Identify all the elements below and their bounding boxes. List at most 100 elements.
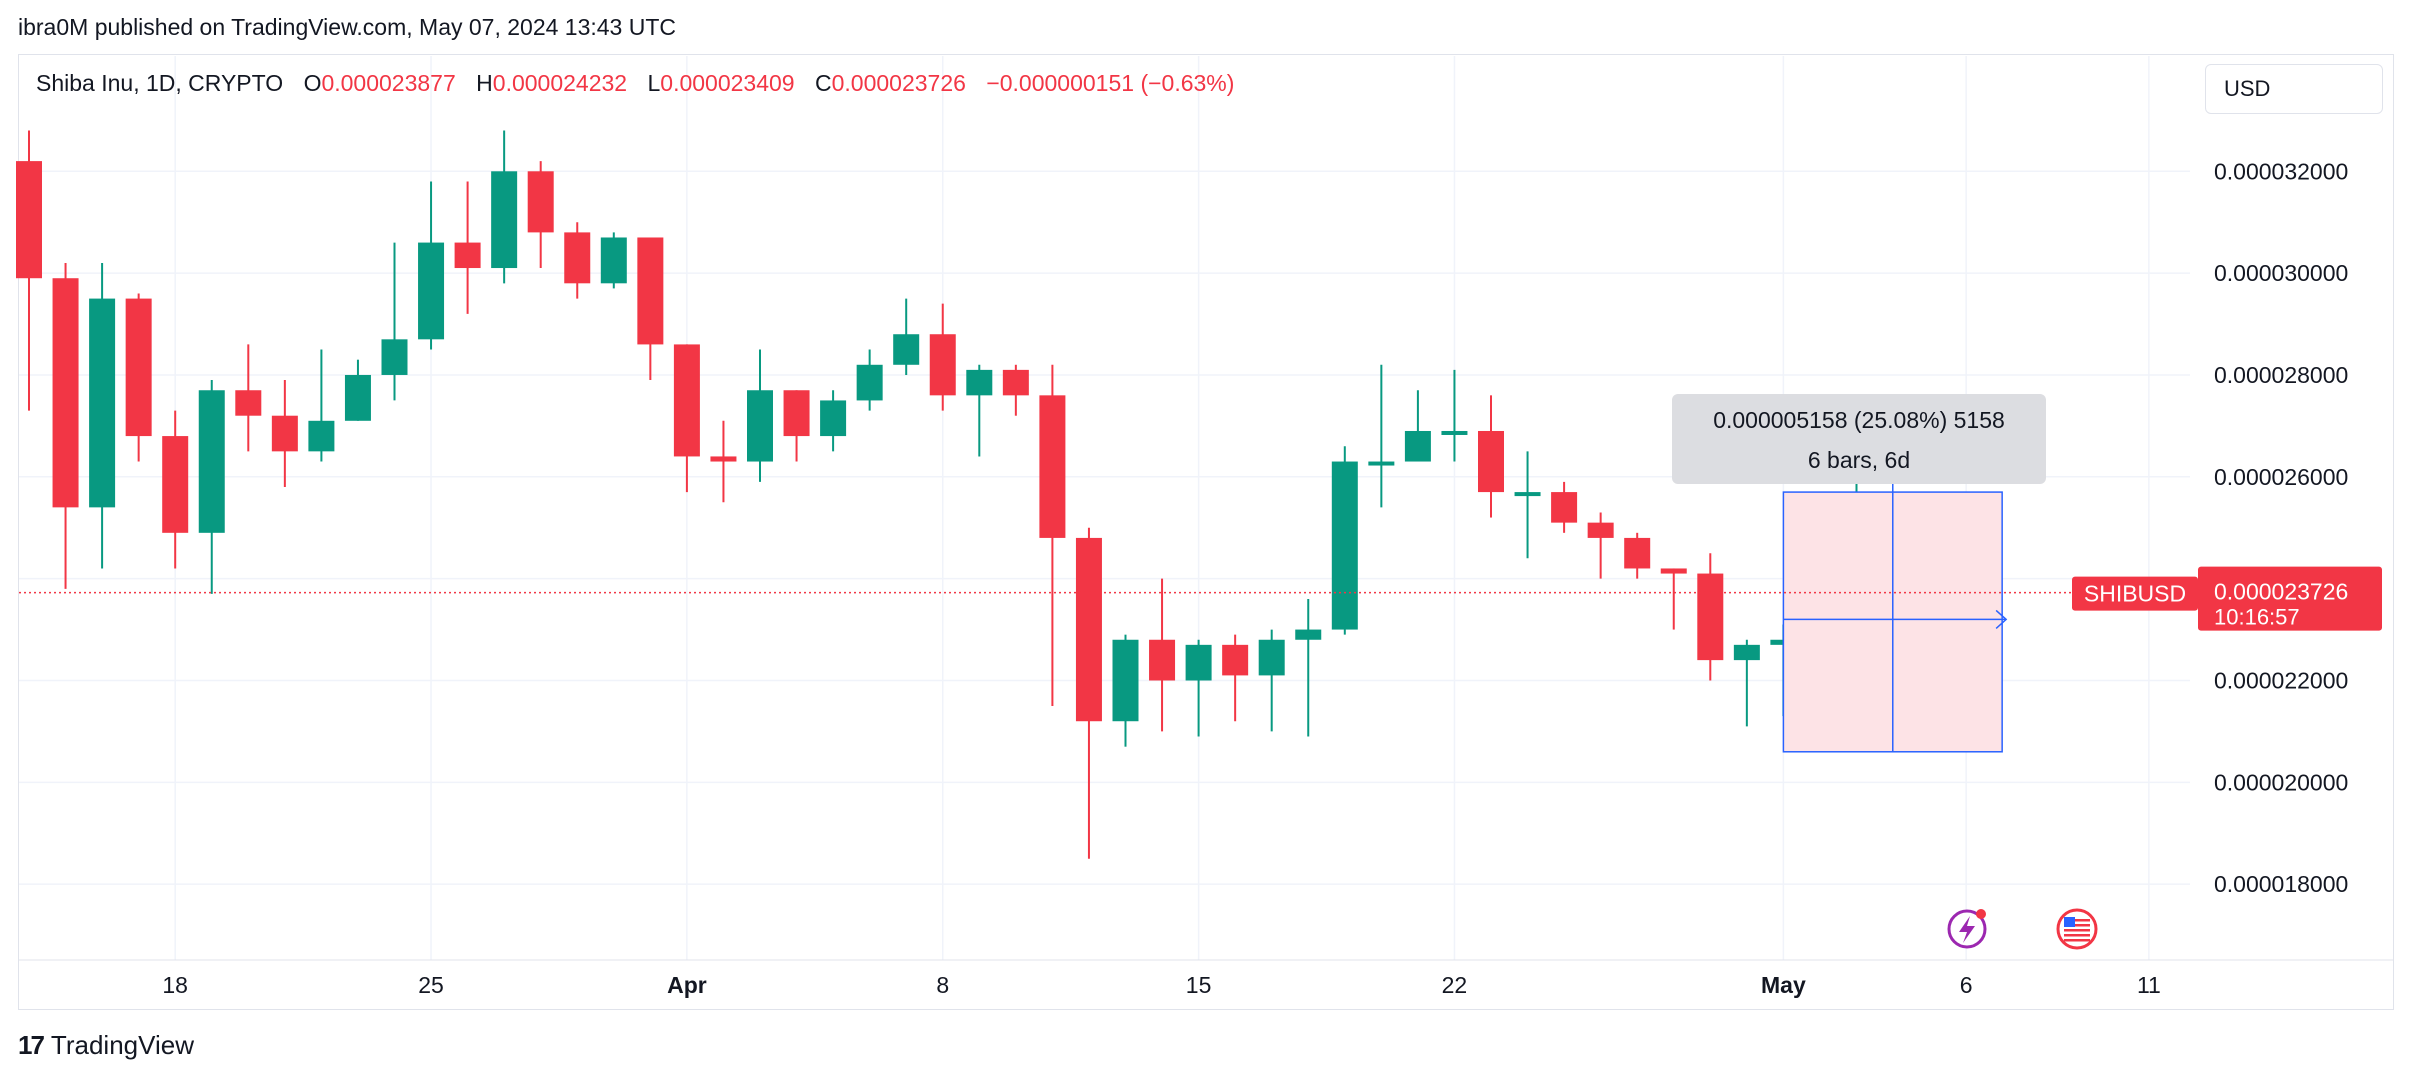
candle (1733, 639, 1760, 727)
y-tick-label: 0.000018000 (2214, 871, 2348, 897)
x-tick-label: Apr (667, 972, 707, 998)
candle-body (600, 237, 627, 284)
x-tick-label: 15 (1186, 972, 1212, 998)
candle (1112, 634, 1139, 747)
notification-dot-icon (1976, 909, 1986, 919)
footer-brand: 17 TradingView (18, 1030, 194, 1061)
x-tick-label: 25 (418, 972, 444, 998)
us-flag-event-icon (2056, 908, 2098, 950)
measure-tool (1782, 467, 2008, 753)
measure-line-1: 0.000005158 (25.08%) 5158 (1713, 407, 2005, 433)
candle (1551, 481, 1578, 533)
candle-body (1075, 537, 1102, 722)
candle (637, 237, 664, 381)
candle-body (1331, 461, 1358, 630)
candle (89, 262, 116, 569)
flag-stripe (2064, 924, 2090, 927)
candle (1441, 369, 1468, 462)
candle-body (710, 456, 737, 462)
flag-canton (2064, 917, 2075, 927)
candle (1660, 568, 1687, 630)
x-tick-label: May (1761, 972, 1806, 998)
candle (125, 293, 152, 462)
chart-frame (18, 54, 2394, 1010)
candle-body (966, 369, 993, 396)
candle-body (52, 278, 79, 508)
flag-stripe (2064, 934, 2090, 937)
candle-body (783, 390, 810, 437)
low-value: 0.000023409 (660, 70, 795, 96)
candle-body (637, 237, 664, 345)
candle-body (1185, 644, 1212, 681)
high-label: H (476, 70, 493, 96)
candle (1149, 578, 1176, 732)
candle-body (89, 298, 116, 508)
lightning-event-icon (1947, 909, 1987, 949)
candle (271, 380, 298, 487)
candle-body (344, 374, 371, 421)
candle-body (820, 400, 847, 437)
x-tick-label: 6 (1960, 972, 1973, 998)
close-value: 0.000023726 (831, 70, 966, 96)
tradingview-logo-icon: 17 (18, 1030, 45, 1060)
currency-selector[interactable]: USD (2205, 64, 2383, 114)
flag-stripe (2064, 929, 2090, 932)
last-price-text: 0.000023726 (2214, 579, 2348, 605)
time-axis: 18 25 Apr 8 15 22 May 6 11 (162, 972, 2160, 998)
measure-arrow-right-icon (1995, 609, 2008, 629)
change-value: −0.000000151 (−0.63%) (986, 70, 1235, 96)
candle (491, 130, 518, 284)
candle (1514, 451, 1541, 559)
candle (1222, 634, 1249, 722)
candle (747, 349, 773, 482)
candle (564, 222, 591, 299)
candle (52, 262, 79, 589)
candle-body (1404, 430, 1431, 462)
candle-body (1258, 639, 1285, 676)
candle-body (454, 242, 481, 269)
candle (381, 242, 408, 401)
measure-tooltip (1672, 394, 2046, 484)
candle-body (1112, 639, 1139, 722)
y-tick-label: 0.000022000 (2214, 667, 2348, 693)
candle-body (1295, 629, 1322, 640)
candle (820, 390, 847, 452)
candle (1697, 553, 1724, 681)
candle-body (1624, 537, 1651, 569)
candle-body (564, 232, 591, 284)
candle-body (1441, 430, 1468, 435)
candle-body (381, 339, 408, 375)
candle (600, 232, 627, 289)
candle-body (308, 420, 335, 452)
y-tick-label: 0.000026000 (2214, 464, 2348, 490)
candle-body (1514, 492, 1541, 497)
candle-body (527, 171, 554, 233)
candle (783, 390, 810, 462)
brand-name: TradingView (50, 1030, 194, 1060)
measure-line-2: 6 bars, 6d (1808, 447, 1910, 473)
open-value: 0.000023877 (321, 70, 456, 96)
y-tick-label: 0.000020000 (2214, 769, 2348, 795)
y-tick-label: 0.000030000 (2214, 260, 2348, 286)
candle-body (1002, 369, 1029, 396)
candle (1039, 364, 1066, 706)
candle-body (418, 242, 445, 340)
flag-stripe (2064, 919, 2090, 922)
candle (1368, 364, 1395, 508)
candle (1624, 532, 1651, 579)
candle (1002, 364, 1029, 416)
candle (710, 420, 737, 503)
ohlc-legend: Shiba Inu, 1D, CRYPTO O0.000023877 H0.00… (36, 70, 1234, 97)
candle-body (893, 334, 920, 365)
high-value: 0.000024232 (492, 70, 628, 96)
candle (893, 298, 920, 375)
candle (1587, 512, 1614, 579)
y-tick-label: 0.000028000 (2214, 362, 2348, 388)
candle (1258, 629, 1285, 732)
candle-body (1478, 430, 1504, 493)
candle-body (1587, 522, 1614, 538)
candle-body (271, 415, 298, 452)
y-tick-label: 0.000032000 (2214, 158, 2348, 184)
